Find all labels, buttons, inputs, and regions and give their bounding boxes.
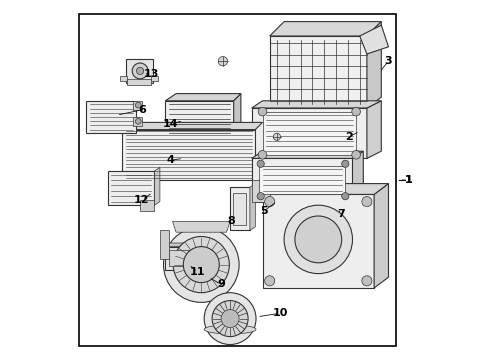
Polygon shape [160, 230, 168, 259]
Bar [125, 59, 152, 83]
Text: 11: 11 [189, 267, 205, 277]
Polygon shape [154, 167, 160, 205]
Bar [79, 14, 395, 346]
Bar [133, 101, 142, 110]
Circle shape [218, 57, 227, 66]
Polygon shape [233, 94, 241, 137]
Text: 12: 12 [134, 195, 149, 205]
Polygon shape [251, 151, 363, 158]
Polygon shape [151, 76, 158, 81]
Circle shape [257, 193, 264, 200]
Circle shape [258, 150, 266, 159]
Circle shape [258, 107, 266, 116]
Circle shape [136, 67, 143, 75]
Text: 1: 1 [404, 175, 411, 185]
Circle shape [135, 118, 141, 124]
Bar [140, 200, 154, 211]
Bar [230, 187, 249, 230]
Circle shape [273, 133, 280, 140]
Ellipse shape [204, 325, 256, 334]
Polygon shape [262, 194, 373, 288]
Polygon shape [251, 180, 269, 202]
Circle shape [132, 63, 148, 79]
Text: 8: 8 [226, 216, 234, 226]
Polygon shape [269, 22, 381, 36]
Circle shape [183, 247, 219, 283]
Polygon shape [165, 101, 233, 137]
Circle shape [284, 205, 352, 274]
Circle shape [361, 197, 371, 207]
Polygon shape [359, 25, 387, 54]
Text: 9: 9 [217, 279, 224, 289]
Bar [133, 117, 142, 126]
Polygon shape [262, 184, 387, 194]
Bar [168, 250, 188, 266]
Text: 2: 2 [345, 132, 352, 142]
Text: 1: 1 [405, 175, 412, 185]
Bar [107, 171, 154, 205]
Bar [165, 247, 192, 270]
Circle shape [204, 293, 256, 345]
Text: 5: 5 [260, 206, 267, 216]
Text: 14: 14 [163, 119, 178, 129]
Polygon shape [366, 101, 381, 158]
Polygon shape [127, 79, 151, 85]
Polygon shape [165, 94, 241, 101]
Circle shape [257, 160, 264, 167]
Polygon shape [251, 158, 352, 202]
Polygon shape [258, 166, 345, 194]
Text: 13: 13 [143, 69, 158, 79]
Text: 6: 6 [138, 105, 145, 115]
Polygon shape [165, 243, 196, 247]
Bar [86, 101, 136, 133]
Circle shape [351, 150, 360, 159]
Bar [232, 193, 245, 225]
Circle shape [361, 276, 371, 286]
Polygon shape [172, 221, 230, 232]
Circle shape [264, 276, 274, 286]
Circle shape [264, 197, 274, 207]
Circle shape [341, 193, 348, 200]
Circle shape [351, 107, 360, 116]
Polygon shape [262, 112, 355, 155]
Circle shape [341, 160, 348, 167]
Circle shape [294, 216, 341, 263]
Polygon shape [192, 243, 196, 270]
Polygon shape [269, 36, 366, 108]
Text: 3: 3 [384, 56, 391, 66]
Circle shape [221, 310, 239, 328]
Polygon shape [251, 101, 381, 108]
Polygon shape [249, 184, 255, 230]
Polygon shape [120, 76, 127, 81]
Circle shape [135, 102, 141, 108]
Polygon shape [122, 122, 262, 130]
Polygon shape [373, 184, 387, 288]
Text: 7: 7 [336, 209, 344, 219]
Circle shape [173, 237, 229, 293]
Circle shape [212, 301, 247, 337]
Text: 4: 4 [166, 155, 174, 165]
Circle shape [163, 227, 239, 302]
Bar [122, 130, 255, 180]
Polygon shape [251, 108, 366, 158]
Polygon shape [366, 22, 381, 108]
Polygon shape [352, 151, 363, 202]
Text: 10: 10 [272, 308, 287, 318]
